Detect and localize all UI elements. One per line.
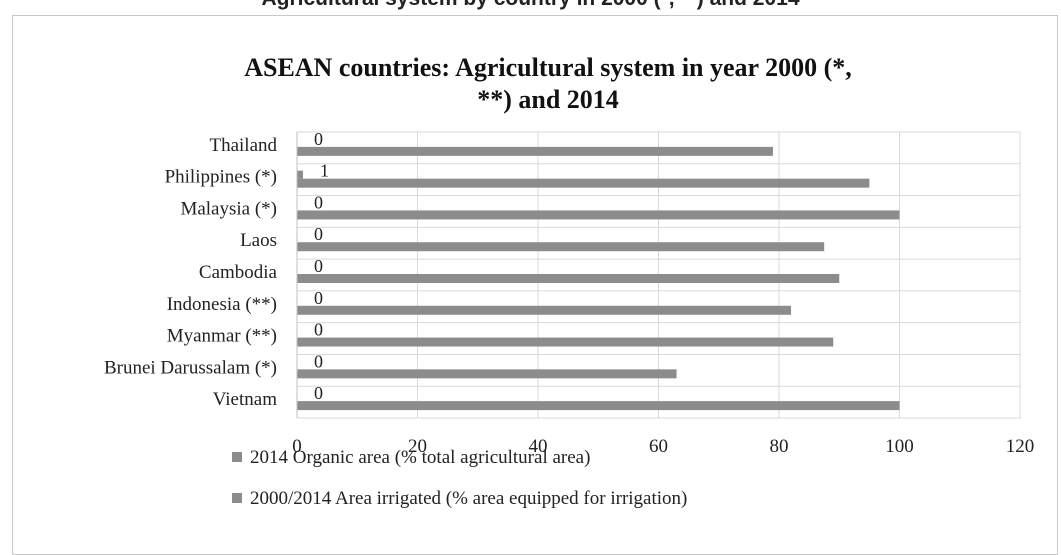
data-label-organic-area: 1 [320, 161, 329, 181]
x-tick-label: 60 [649, 436, 668, 457]
x-tick-label: 20 [408, 436, 427, 457]
legend-swatch [232, 452, 242, 462]
category-label: Malaysia (*) [180, 198, 277, 219]
x-tick-label: 0 [292, 436, 302, 457]
cropped-figure-caption: Agricultural system by country in 2000 (… [0, 0, 1061, 13]
bar-area-irrigated [297, 178, 870, 188]
chart-canvas: ASEAN countries: Agricultural system in … [104, 53, 1034, 509]
category-label: Thailand [209, 135, 277, 156]
legend: 2014 Organic area (% total agricultural … [232, 447, 687, 509]
chart-title-line-2: **) and 2014 [477, 85, 619, 114]
x-tick-label: 40 [529, 436, 548, 457]
data-label-organic-area: 0 [314, 256, 323, 276]
category-label: Indonesia (**) [167, 294, 277, 315]
data-label-organic-area: 0 [314, 351, 323, 371]
bar-area-irrigated [297, 274, 840, 283]
category-label: Vietnam [213, 389, 278, 410]
bar-area-irrigated [297, 210, 900, 220]
category-label: Philippines (*) [165, 167, 277, 188]
category-label: Myanmar (**) [167, 326, 277, 347]
bar-area-irrigated [297, 305, 792, 315]
data-label-organic-area: 0 [314, 320, 323, 340]
data-label-organic-area: 0 [314, 383, 323, 403]
bar-area-irrigated [297, 146, 773, 156]
x-tick-label: 80 [770, 436, 789, 457]
data-label-organic-area: 0 [314, 192, 323, 212]
data-label-organic-area: 0 [314, 129, 323, 149]
bar-area-irrigated [297, 242, 825, 252]
legend-swatch [232, 493, 242, 503]
chart-title-line-1: ASEAN countries: Agricultural system in … [244, 53, 852, 82]
x-tick-label: 120 [1006, 436, 1035, 457]
x-tick-label: 100 [885, 436, 914, 457]
bar-organic-area [297, 170, 304, 179]
category-label: Cambodia [199, 262, 278, 283]
category-label: Laos [240, 230, 277, 251]
data-label-organic-area: 0 [314, 288, 323, 308]
legend-entry: 2000/2014 Area irrigated (% area equippe… [250, 488, 687, 509]
bar-area-irrigated [297, 337, 834, 347]
bar-area-irrigated [297, 401, 900, 411]
bar-area-irrigated [297, 369, 677, 379]
data-label-organic-area: 0 [314, 224, 323, 244]
legend-entry: 2014 Organic area (% total agricultural … [250, 447, 590, 468]
category-label: Brunei Darussalam (*) [104, 357, 277, 378]
